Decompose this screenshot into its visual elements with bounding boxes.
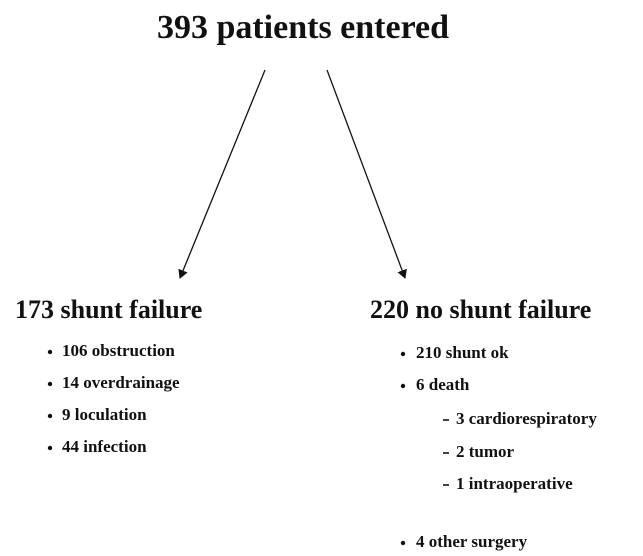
sub-item: 3 cardiorespiratory — [456, 409, 597, 428]
bullet — [400, 383, 406, 389]
arrow — [178, 69, 266, 279]
bullet — [47, 413, 53, 419]
branch-heading: 173 shunt failure — [15, 295, 202, 324]
list-item: 6 death — [416, 375, 470, 394]
bullet — [400, 351, 406, 357]
bullet — [47, 445, 53, 451]
list-item: 210 shunt ok — [416, 343, 509, 362]
list-item: 14 overdrainage — [62, 373, 180, 392]
bullet — [400, 540, 406, 546]
list-item: 9 loculation — [62, 405, 147, 424]
sub-item: 1 intraoperative — [456, 474, 573, 493]
sub-item: 2 tumor — [456, 442, 515, 461]
list-item: 44 infection — [62, 437, 147, 456]
arrow — [326, 69, 407, 279]
branch-heading: 220 no shunt failure — [370, 295, 591, 324]
bullet — [47, 381, 53, 387]
title: 393 patients entered — [157, 9, 449, 46]
list-item: 106 obstruction — [62, 341, 175, 360]
bullet — [47, 349, 53, 355]
list-item: 4 other surgery — [416, 532, 528, 551]
